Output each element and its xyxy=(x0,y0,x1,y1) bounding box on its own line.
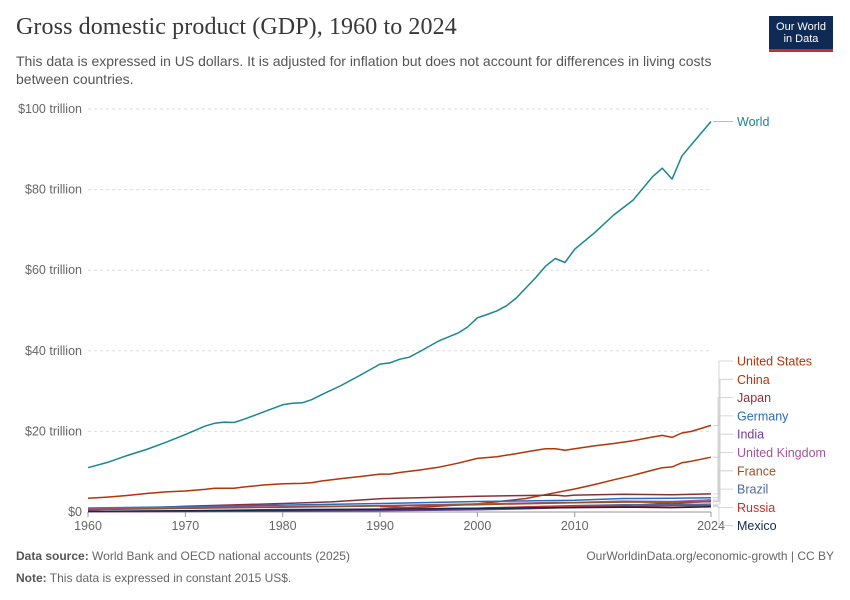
chart-title: Gross domestic product (GDP), 1960 to 20… xyxy=(16,14,457,40)
x-tick-label: 2000 xyxy=(463,519,491,533)
x-tick-label: 2010 xyxy=(561,519,589,533)
series-label-mexico: Mexico xyxy=(737,519,777,533)
series-line-germany xyxy=(87,496,712,509)
series-label-russia: Russia xyxy=(737,501,775,515)
series-label-germany: Germany xyxy=(737,409,789,423)
data-source: Data source: World Bank and OECD nationa… xyxy=(16,549,350,563)
series-label-china: China xyxy=(737,373,770,387)
series-line-japan xyxy=(87,493,712,511)
chart-subtitle: This data is expressed in US dollars. It… xyxy=(16,53,712,87)
label-connector xyxy=(713,433,733,502)
chart-note: Note: This data is expressed in constant… xyxy=(16,571,291,585)
y-tick-label: $0 xyxy=(68,505,82,519)
note-label: Note: xyxy=(16,571,47,585)
series-label-france: France xyxy=(737,464,776,478)
label-connector xyxy=(713,488,733,505)
series-label-united-states: United States xyxy=(737,355,812,369)
label-connector xyxy=(713,360,733,426)
label-connector xyxy=(713,378,733,458)
y-tick-label: $100 trillion xyxy=(18,102,82,116)
series-line-united-states xyxy=(87,424,712,500)
series-line-mexico xyxy=(87,506,712,513)
x-tick-label: 1970 xyxy=(171,519,199,533)
series-line-world xyxy=(87,121,712,469)
y-tick-label: $80 trillion xyxy=(25,183,82,197)
x-tick-label: 1980 xyxy=(269,519,297,533)
y-tick-label: $20 trillion xyxy=(25,424,82,438)
source-label: Data source: xyxy=(16,549,89,563)
logo-line-1: Our World xyxy=(776,21,826,33)
source-url-link[interactable]: OurWorldinData.org/economic-growth | CC … xyxy=(586,549,834,563)
label-connector xyxy=(713,415,733,499)
label-connector xyxy=(713,506,733,527)
y-tick-label: $60 trillion xyxy=(25,263,82,277)
source-text: World Bank and OECD national accounts (2… xyxy=(92,549,350,563)
series-label-united-kingdom: United Kingdom xyxy=(737,446,826,460)
x-tick-label: 1960 xyxy=(74,519,102,533)
owid-logo[interactable]: Our World in Data xyxy=(769,16,833,52)
series-label-world: World xyxy=(737,115,769,129)
y-tick-label: $40 trillion xyxy=(25,344,82,358)
label-connector xyxy=(713,452,733,501)
x-tick-label: 1990 xyxy=(366,519,394,533)
x-tick-label: 2024 xyxy=(697,519,725,533)
note-text: This data is expressed in constant 2015 … xyxy=(49,571,292,585)
logo-line-2: in Data xyxy=(783,33,819,45)
series-label-japan: Japan xyxy=(737,391,771,405)
series-line-france xyxy=(87,500,712,511)
label-connector xyxy=(713,470,733,503)
series-line-india xyxy=(87,500,712,513)
series-label-brazil: Brazil xyxy=(737,483,768,497)
series-label-india: India xyxy=(737,428,764,442)
label-connector xyxy=(713,397,733,495)
